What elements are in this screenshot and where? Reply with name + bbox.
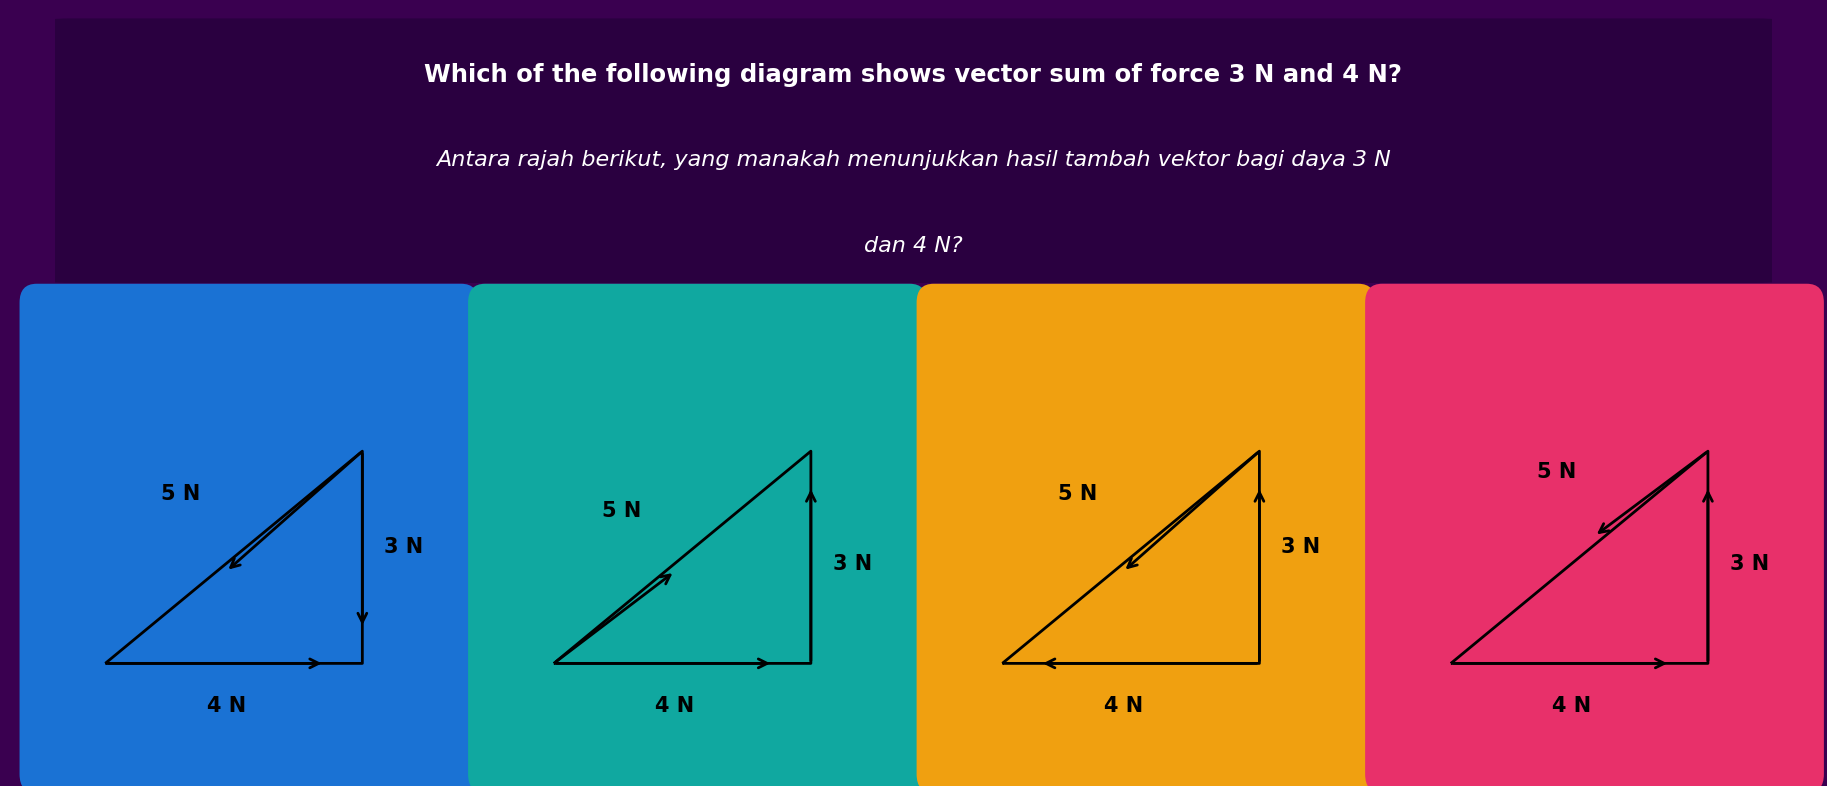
- FancyBboxPatch shape: [468, 284, 926, 786]
- Text: 4 N: 4 N: [206, 696, 247, 716]
- Text: 3 N: 3 N: [384, 537, 424, 556]
- Text: Antara rajah berikut, yang manakah menunjukkan hasil tambah vektor bagi daya 3 N: Antara rajah berikut, yang manakah menun…: [437, 150, 1390, 170]
- FancyBboxPatch shape: [38, 18, 1789, 283]
- FancyBboxPatch shape: [1365, 284, 1823, 786]
- Text: 5 N: 5 N: [1537, 462, 1577, 483]
- Text: 3 N: 3 N: [833, 554, 871, 575]
- Text: 4 N: 4 N: [1104, 696, 1144, 716]
- Text: Which of the following diagram shows vector sum of force 3 N and 4 N?: Which of the following diagram shows vec…: [424, 63, 1403, 86]
- Text: 3 N: 3 N: [1730, 554, 1769, 575]
- Text: 5 N: 5 N: [603, 501, 641, 521]
- Text: 5 N: 5 N: [161, 483, 201, 504]
- Text: 5 N: 5 N: [1058, 483, 1098, 504]
- Text: dan 4 N?: dan 4 N?: [864, 236, 963, 255]
- FancyBboxPatch shape: [917, 284, 1376, 786]
- Text: 4 N: 4 N: [656, 696, 694, 716]
- Text: 3 N: 3 N: [1281, 537, 1321, 556]
- FancyBboxPatch shape: [20, 284, 479, 786]
- Text: 4 N: 4 N: [1553, 696, 1591, 716]
